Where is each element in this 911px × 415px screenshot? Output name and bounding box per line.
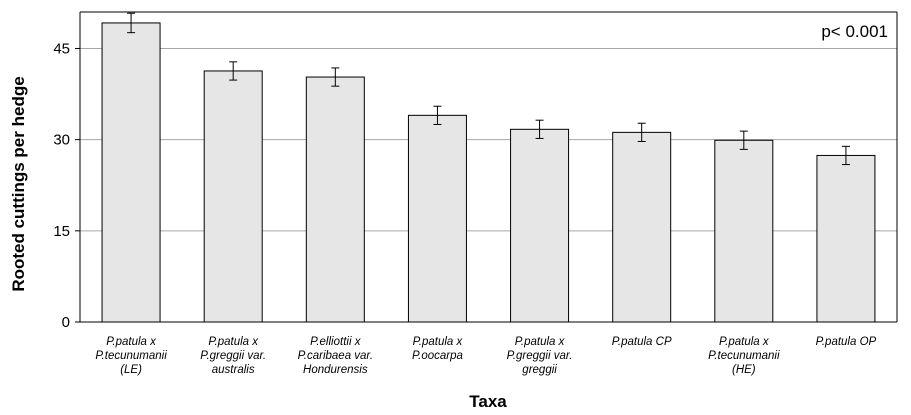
- x-category-label: P.patula x P.tecunumanii (LE): [95, 336, 167, 376]
- x-category-label-line: P.caribaea var.: [298, 350, 373, 362]
- x-category-label-line: (LE): [120, 364, 142, 376]
- x-category-label-line: greggii: [522, 364, 557, 376]
- y-axis-title: Rooted cuttings per hedge: [9, 76, 28, 291]
- x-category-label: P.patula x P.greggii var. greggii: [507, 336, 573, 376]
- x-category-label-line: P.patula x: [515, 336, 566, 348]
- y-tick-label: 15: [53, 223, 70, 240]
- bar: [203, 70, 263, 323]
- bar: [816, 154, 876, 323]
- bar: [714, 139, 774, 323]
- x-category-label-line: P.greggii var.: [200, 350, 266, 362]
- axes: [79, 11, 898, 323]
- x-category-label-line: P.greggii var.: [507, 350, 573, 362]
- x-category-label: P.patula OP: [816, 336, 877, 348]
- y-tick-label: 30: [53, 132, 70, 149]
- x-category-labels: P.patula x P.tecunumanii (LE) P.patula x P.g…: [95, 336, 876, 376]
- bar: [612, 131, 672, 323]
- y-tick-label: 0: [62, 314, 70, 331]
- p-value-annotation: p< 0.001: [821, 22, 888, 41]
- x-category-label-line: Hondurensis: [303, 364, 368, 376]
- x-axis-title: Taxa: [469, 392, 507, 411]
- y-tick-label: 45: [53, 40, 70, 57]
- x-category-label-line: P.oocarpa: [412, 350, 463, 362]
- bar: [305, 76, 365, 323]
- y-tick-labels: 0 15 30 45: [53, 40, 80, 331]
- bar: [407, 114, 467, 323]
- x-category-label-line: australis: [212, 364, 255, 376]
- x-category-label-line: (HE): [732, 364, 756, 376]
- x-category-label-line: P.patula CP: [612, 336, 672, 348]
- x-category-label: P.patula x P.oocarpa: [412, 336, 464, 362]
- x-category-label: P.patula x P.tecunumanii (HE): [708, 336, 780, 376]
- x-category-label-line: P.patula x: [106, 336, 157, 348]
- bar: [101, 22, 161, 323]
- x-category-label-line: P.patula x: [208, 336, 259, 348]
- x-category-label: P.elliottii x P.caribaea var. Hondurensis: [298, 336, 373, 376]
- x-category-label-line: P.patula x: [413, 336, 464, 348]
- x-category-label: P.patula CP: [612, 336, 672, 348]
- gridlines: [80, 47, 897, 232]
- x-category-label: P.patula x P.greggii var. australis: [200, 336, 266, 376]
- x-category-label-line: P.elliottii x: [310, 336, 362, 348]
- x-category-label-line: P.patula x: [719, 336, 770, 348]
- bars: [101, 12, 876, 323]
- x-category-label-line: P.tecunumanii: [708, 350, 780, 362]
- bar: [510, 128, 570, 323]
- x-category-label-line: P.patula OP: [816, 336, 877, 348]
- x-category-label-line: P.tecunumanii: [95, 350, 167, 362]
